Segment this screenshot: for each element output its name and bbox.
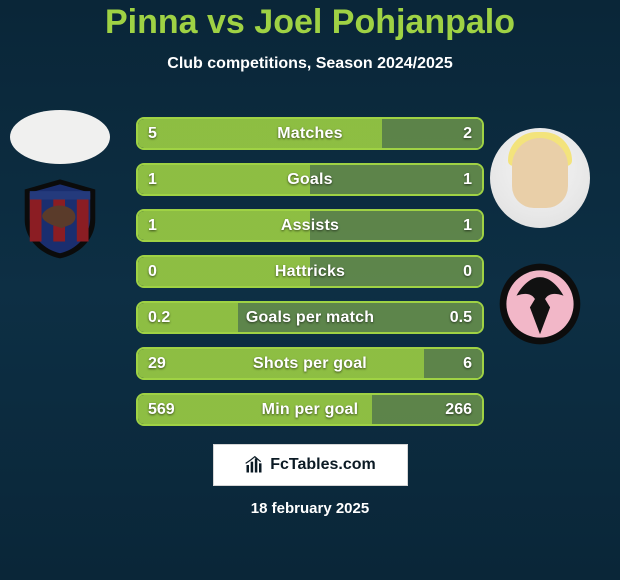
chart-icon — [244, 455, 264, 475]
comparison-rows: 52Matches 11Goals 11Assists 00Hattricks 0.20… — [136, 117, 484, 426]
brand-box: FcTables.com — [213, 444, 408, 486]
player-avatar-left — [10, 110, 110, 164]
player-avatar-right — [490, 128, 590, 228]
row-label: Shots per goal — [138, 349, 482, 378]
row-label: Hattricks — [138, 257, 482, 286]
comparison-row: 0.20.5Goals per match — [136, 301, 484, 334]
comparison-row: 52Matches — [136, 117, 484, 150]
comparison-row: 11Assists — [136, 209, 484, 242]
row-label: Matches — [138, 119, 482, 148]
club-badge-left — [18, 176, 102, 260]
comparison-row: 11Goals — [136, 163, 484, 196]
subtitle: Club competitions, Season 2024/2025 — [0, 55, 620, 73]
comparison-row: 296Shots per goal — [136, 347, 484, 380]
content: Pinna vs Joel Pohjanpalo Club competitio… — [0, 0, 620, 517]
date-label: 18 february 2025 — [0, 500, 620, 517]
club-badge-right — [498, 262, 582, 346]
comparison-row: 569266Min per goal — [136, 393, 484, 426]
shield-icon — [18, 176, 102, 260]
shield-icon — [498, 262, 582, 346]
brand-label: FcTables.com — [270, 456, 376, 474]
row-label: Goals — [138, 165, 482, 194]
comparison-row: 00Hattricks — [136, 255, 484, 288]
row-label: Assists — [138, 211, 482, 240]
page-title: Pinna vs Joel Pohjanpalo — [0, 4, 620, 41]
row-label: Min per goal — [138, 395, 482, 424]
row-label: Goals per match — [138, 303, 482, 332]
